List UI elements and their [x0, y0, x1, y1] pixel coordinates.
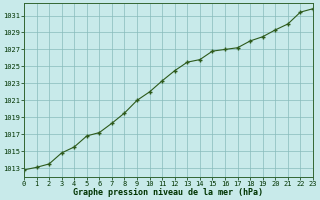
- X-axis label: Graphe pression niveau de la mer (hPa): Graphe pression niveau de la mer (hPa): [74, 188, 263, 197]
